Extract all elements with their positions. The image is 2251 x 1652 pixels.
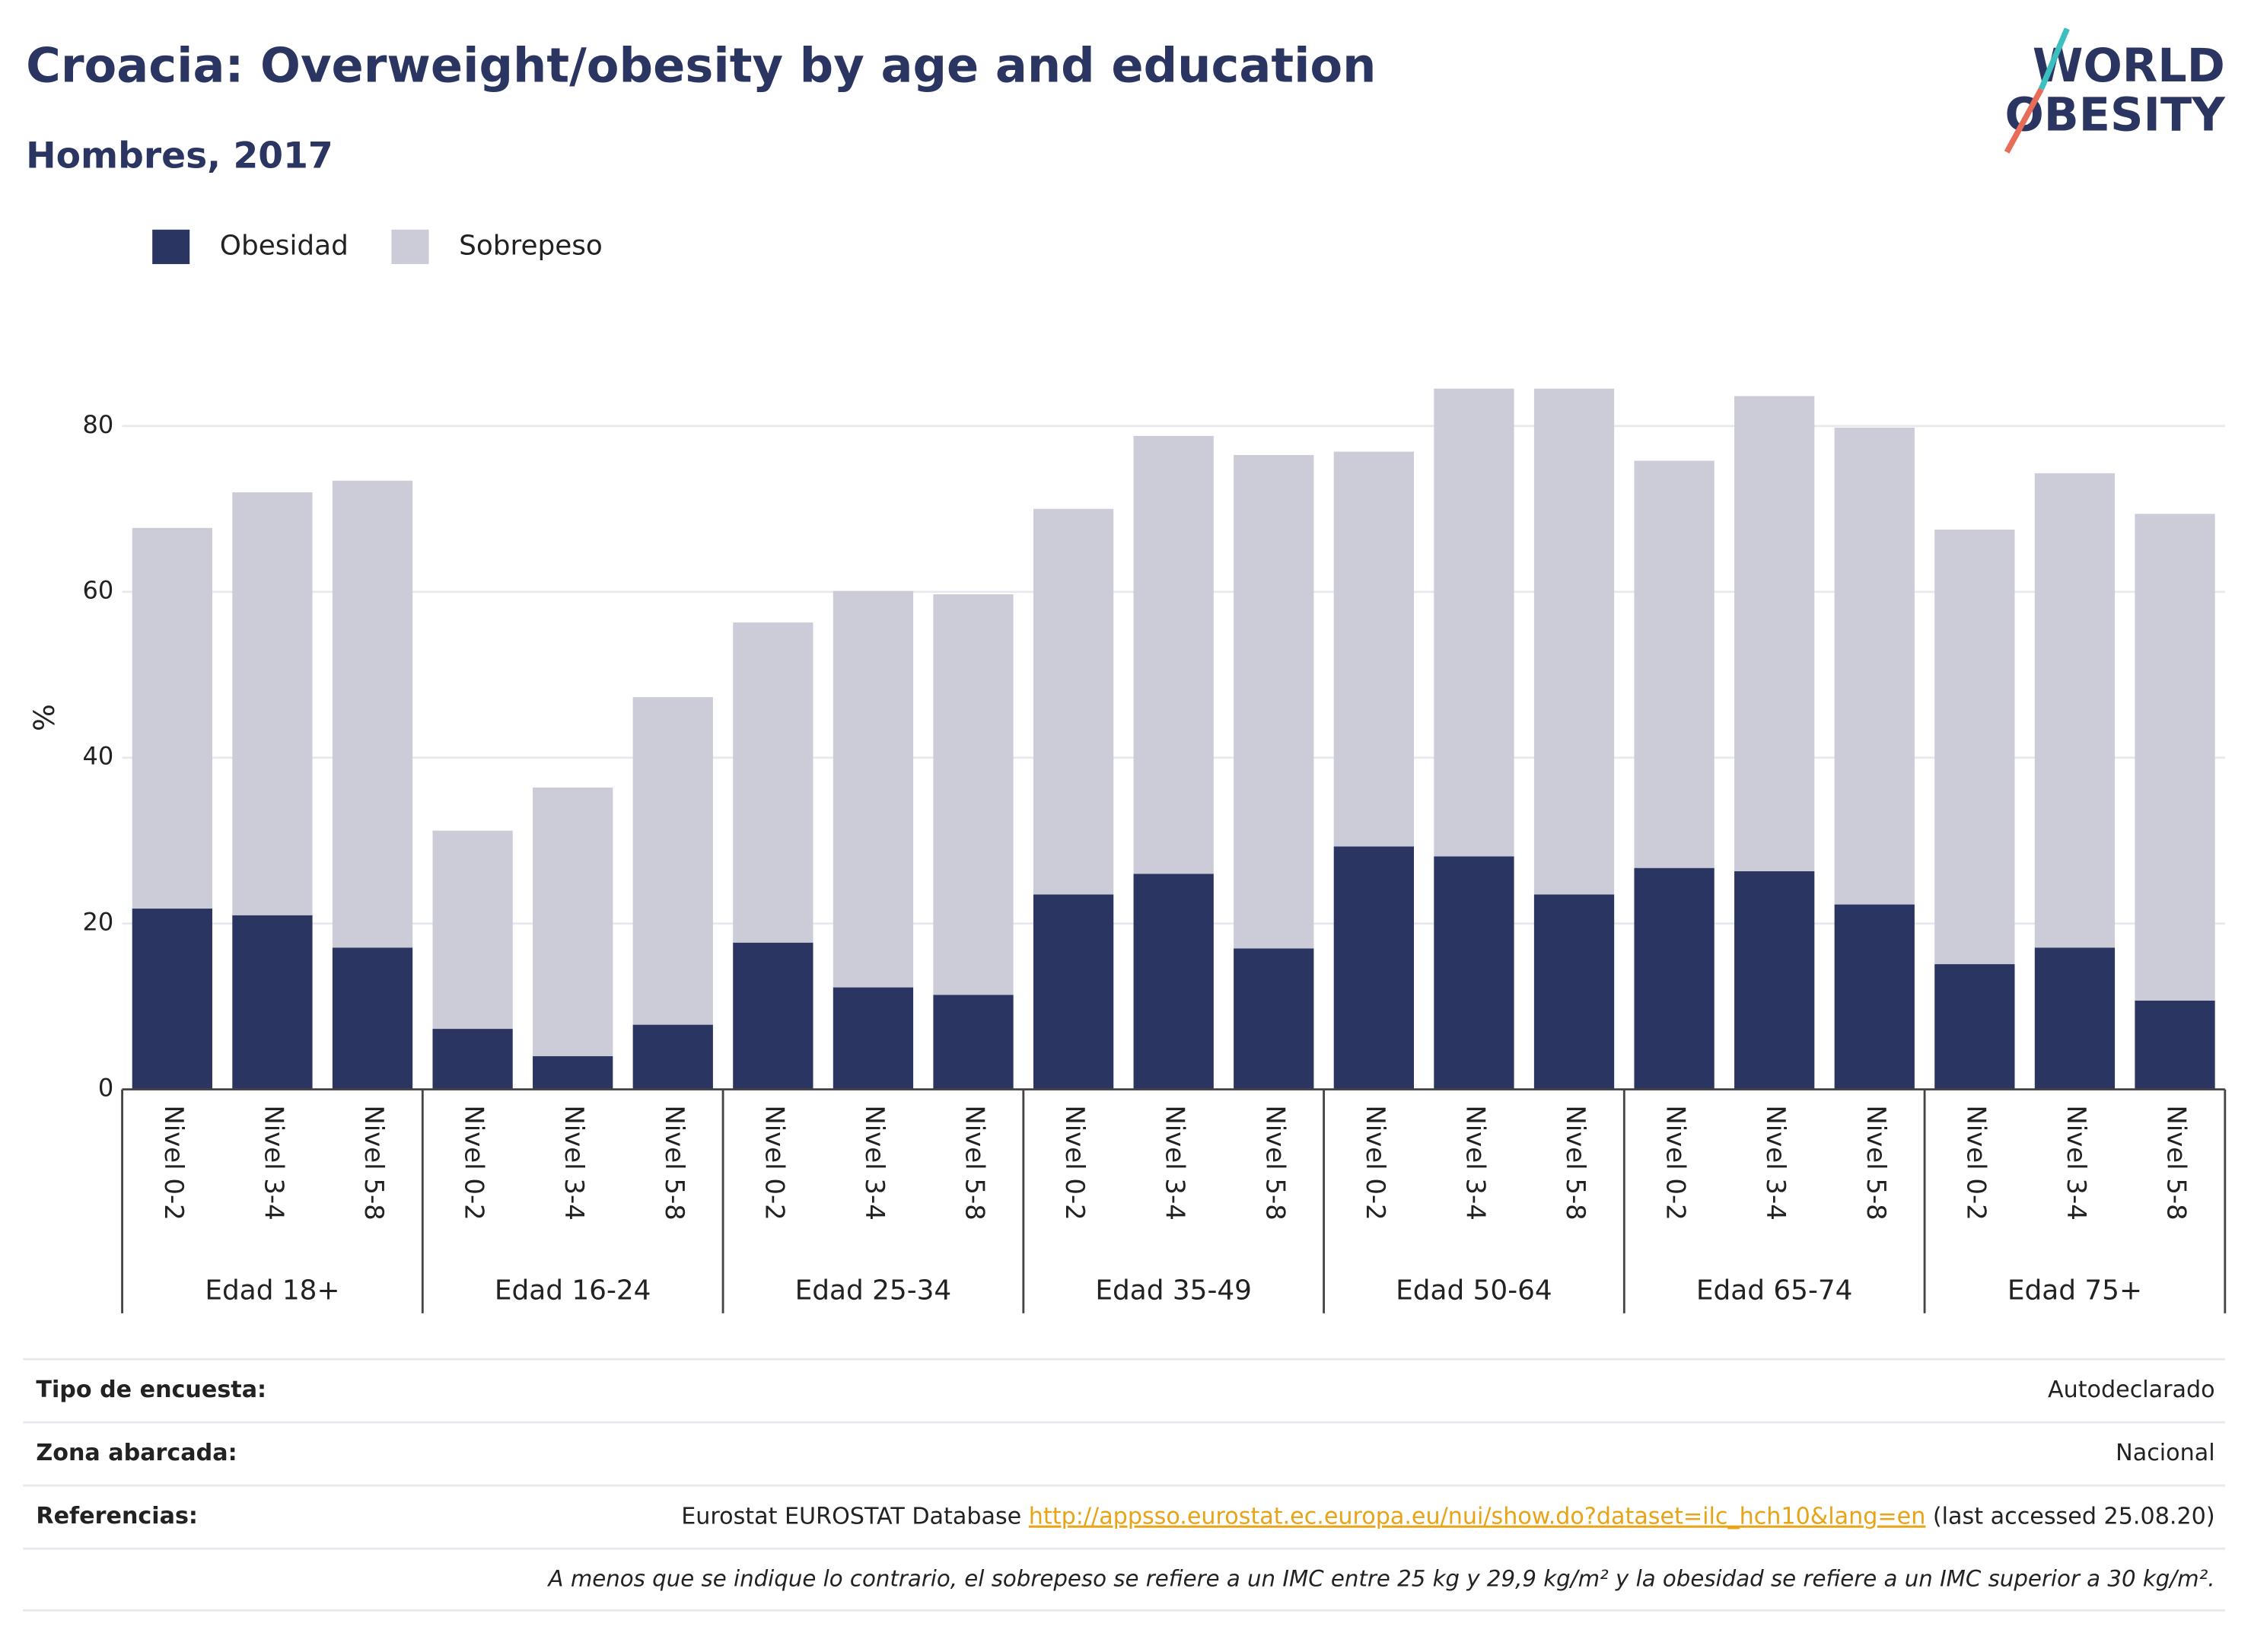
row-value: Eurostat EUROSTAT Database http://appsso… — [681, 1503, 2214, 1529]
bar-segment — [933, 594, 1014, 995]
x-tick-label: Nivel 5-8 — [358, 1105, 389, 1220]
x-tick-label: Nivel 0-2 — [1059, 1105, 1090, 1220]
row-value: Autodeclarado — [2048, 1377, 2215, 1403]
x-tick-label: Nivel 0-2 — [1660, 1105, 1691, 1220]
bar-segment — [1434, 856, 1514, 1090]
chart-subtitle: Hombres, 2017 — [26, 135, 333, 177]
bar-segment — [833, 590, 914, 988]
bar-segment — [1234, 454, 1314, 949]
group-label: Edad 50-64 — [1396, 1275, 1552, 1307]
chart-title: Croacia: Overweight/obesity by age and e… — [26, 38, 1376, 94]
bar-segment — [2034, 473, 2116, 948]
bar-segment — [232, 915, 313, 1090]
y-tick-label: 20 — [82, 908, 113, 937]
x-tick-label: Nivel 3-4 — [859, 1105, 890, 1220]
bar-segment — [632, 1024, 713, 1090]
bar-segment — [733, 942, 813, 1090]
x-tick-label: Nivel 0-2 — [459, 1105, 489, 1220]
x-tick-label: Nivel 5-8 — [1560, 1105, 1590, 1220]
bar-segment — [432, 830, 513, 1030]
y-tick-label: 40 — [82, 742, 113, 771]
x-tick-label: Nivel 0-2 — [1360, 1105, 1390, 1220]
y-tick-label: 60 — [82, 576, 113, 605]
x-tick-label: Nivel 3-4 — [1460, 1105, 1490, 1220]
bar-segment — [1634, 867, 1715, 1090]
bar-segment — [1533, 388, 1615, 895]
x-tick-label: Nivel 0-2 — [158, 1105, 189, 1220]
bar-segment — [1734, 871, 1815, 1090]
y-tick-label: 0 — [98, 1074, 113, 1103]
row-label: Zona abarcada: — [36, 1440, 237, 1466]
group-label: Edad 65-74 — [1696, 1275, 1853, 1307]
y-tick-label: 80 — [82, 410, 113, 439]
group-label: Edad 25-34 — [795, 1275, 952, 1307]
bar-segment — [1333, 846, 1414, 1090]
bar-segment — [1133, 435, 1214, 874]
bar-segment — [1033, 508, 1114, 895]
x-tick-label: Nivel 5-8 — [659, 1105, 689, 1220]
x-tick-label: Nivel 3-4 — [559, 1105, 589, 1220]
bar-segment — [332, 480, 413, 948]
x-tick-label: Nivel 5-8 — [2161, 1105, 2192, 1220]
legend-swatch — [152, 229, 190, 265]
bar-segment — [1333, 451, 1414, 847]
bar-segment — [1734, 396, 1815, 871]
x-tick-label: Nivel 3-4 — [2061, 1105, 2091, 1220]
x-tick-label: Nivel 3-4 — [258, 1105, 288, 1220]
y-axis-title: % — [27, 704, 61, 731]
bar-segment — [2135, 1001, 2215, 1090]
legend-label: Sobrepeso — [459, 230, 603, 261]
bar-segment — [1133, 874, 1214, 1090]
bar-segment — [1834, 904, 1915, 1090]
bar-segment — [533, 1056, 613, 1090]
logo-slash — [2038, 27, 2070, 91]
row-value: Nacional — [2116, 1440, 2214, 1466]
logo-text: WORLD — [2033, 40, 2225, 93]
x-tick-label: Nivel 5-8 — [960, 1105, 990, 1220]
bar-segment — [332, 947, 413, 1090]
bar-segment — [933, 995, 1014, 1090]
logo-slash — [2004, 88, 2044, 154]
bar-segment — [132, 909, 212, 1090]
x-tick-label: Nivel 3-4 — [1160, 1105, 1190, 1220]
group-label: Edad 16-24 — [495, 1275, 651, 1307]
logo-text: OBESITY — [2005, 88, 2227, 142]
group-label: Edad 75+ — [2007, 1275, 2142, 1307]
group-label: Edad 35-49 — [1095, 1275, 1252, 1307]
row-value-part: Eurostat EUROSTAT Database — [681, 1503, 1029, 1529]
x-tick-label: Nivel 0-2 — [1960, 1105, 1991, 1220]
bar-segment — [132, 527, 212, 909]
row-label: Tipo de encuesta: — [36, 1377, 266, 1403]
footnote: A menos que se indique lo contrario, el … — [547, 1566, 2215, 1592]
reference-link[interactable]: http://appsso.eurostat.ec.europa.eu/nui/… — [1029, 1503, 1926, 1529]
legend-swatch — [391, 229, 429, 265]
row-value-part: (last accessed 25.08.20) — [1925, 1503, 2214, 1529]
bar-segment — [1033, 894, 1114, 1090]
x-tick-label: Nivel 3-4 — [1760, 1105, 1791, 1220]
bar-segment — [2135, 514, 2215, 1001]
bar-segment — [533, 787, 613, 1057]
bar-segment — [1634, 460, 1715, 868]
bar-segment — [632, 697, 713, 1025]
bar-segment — [1234, 948, 1314, 1090]
bar-segment — [2034, 947, 2116, 1090]
x-tick-label: Nivel 0-2 — [759, 1105, 789, 1220]
bar-segment — [1834, 427, 1915, 905]
bar-segment — [1434, 388, 1514, 857]
bar-segment — [1533, 894, 1615, 1090]
group-label: Edad 18+ — [205, 1275, 339, 1307]
x-tick-label: Nivel 5-8 — [1861, 1105, 1891, 1220]
bar-segment — [1934, 964, 2015, 1090]
row-label: Referencias: — [36, 1503, 198, 1529]
legend-label: Obesidad — [220, 230, 349, 261]
x-tick-label: Nivel 5-8 — [1259, 1105, 1290, 1220]
bar-segment — [833, 987, 914, 1090]
bar-segment — [1934, 530, 2015, 965]
bar-segment — [232, 492, 313, 915]
bar-segment — [733, 622, 813, 943]
bar-segment — [432, 1029, 513, 1090]
